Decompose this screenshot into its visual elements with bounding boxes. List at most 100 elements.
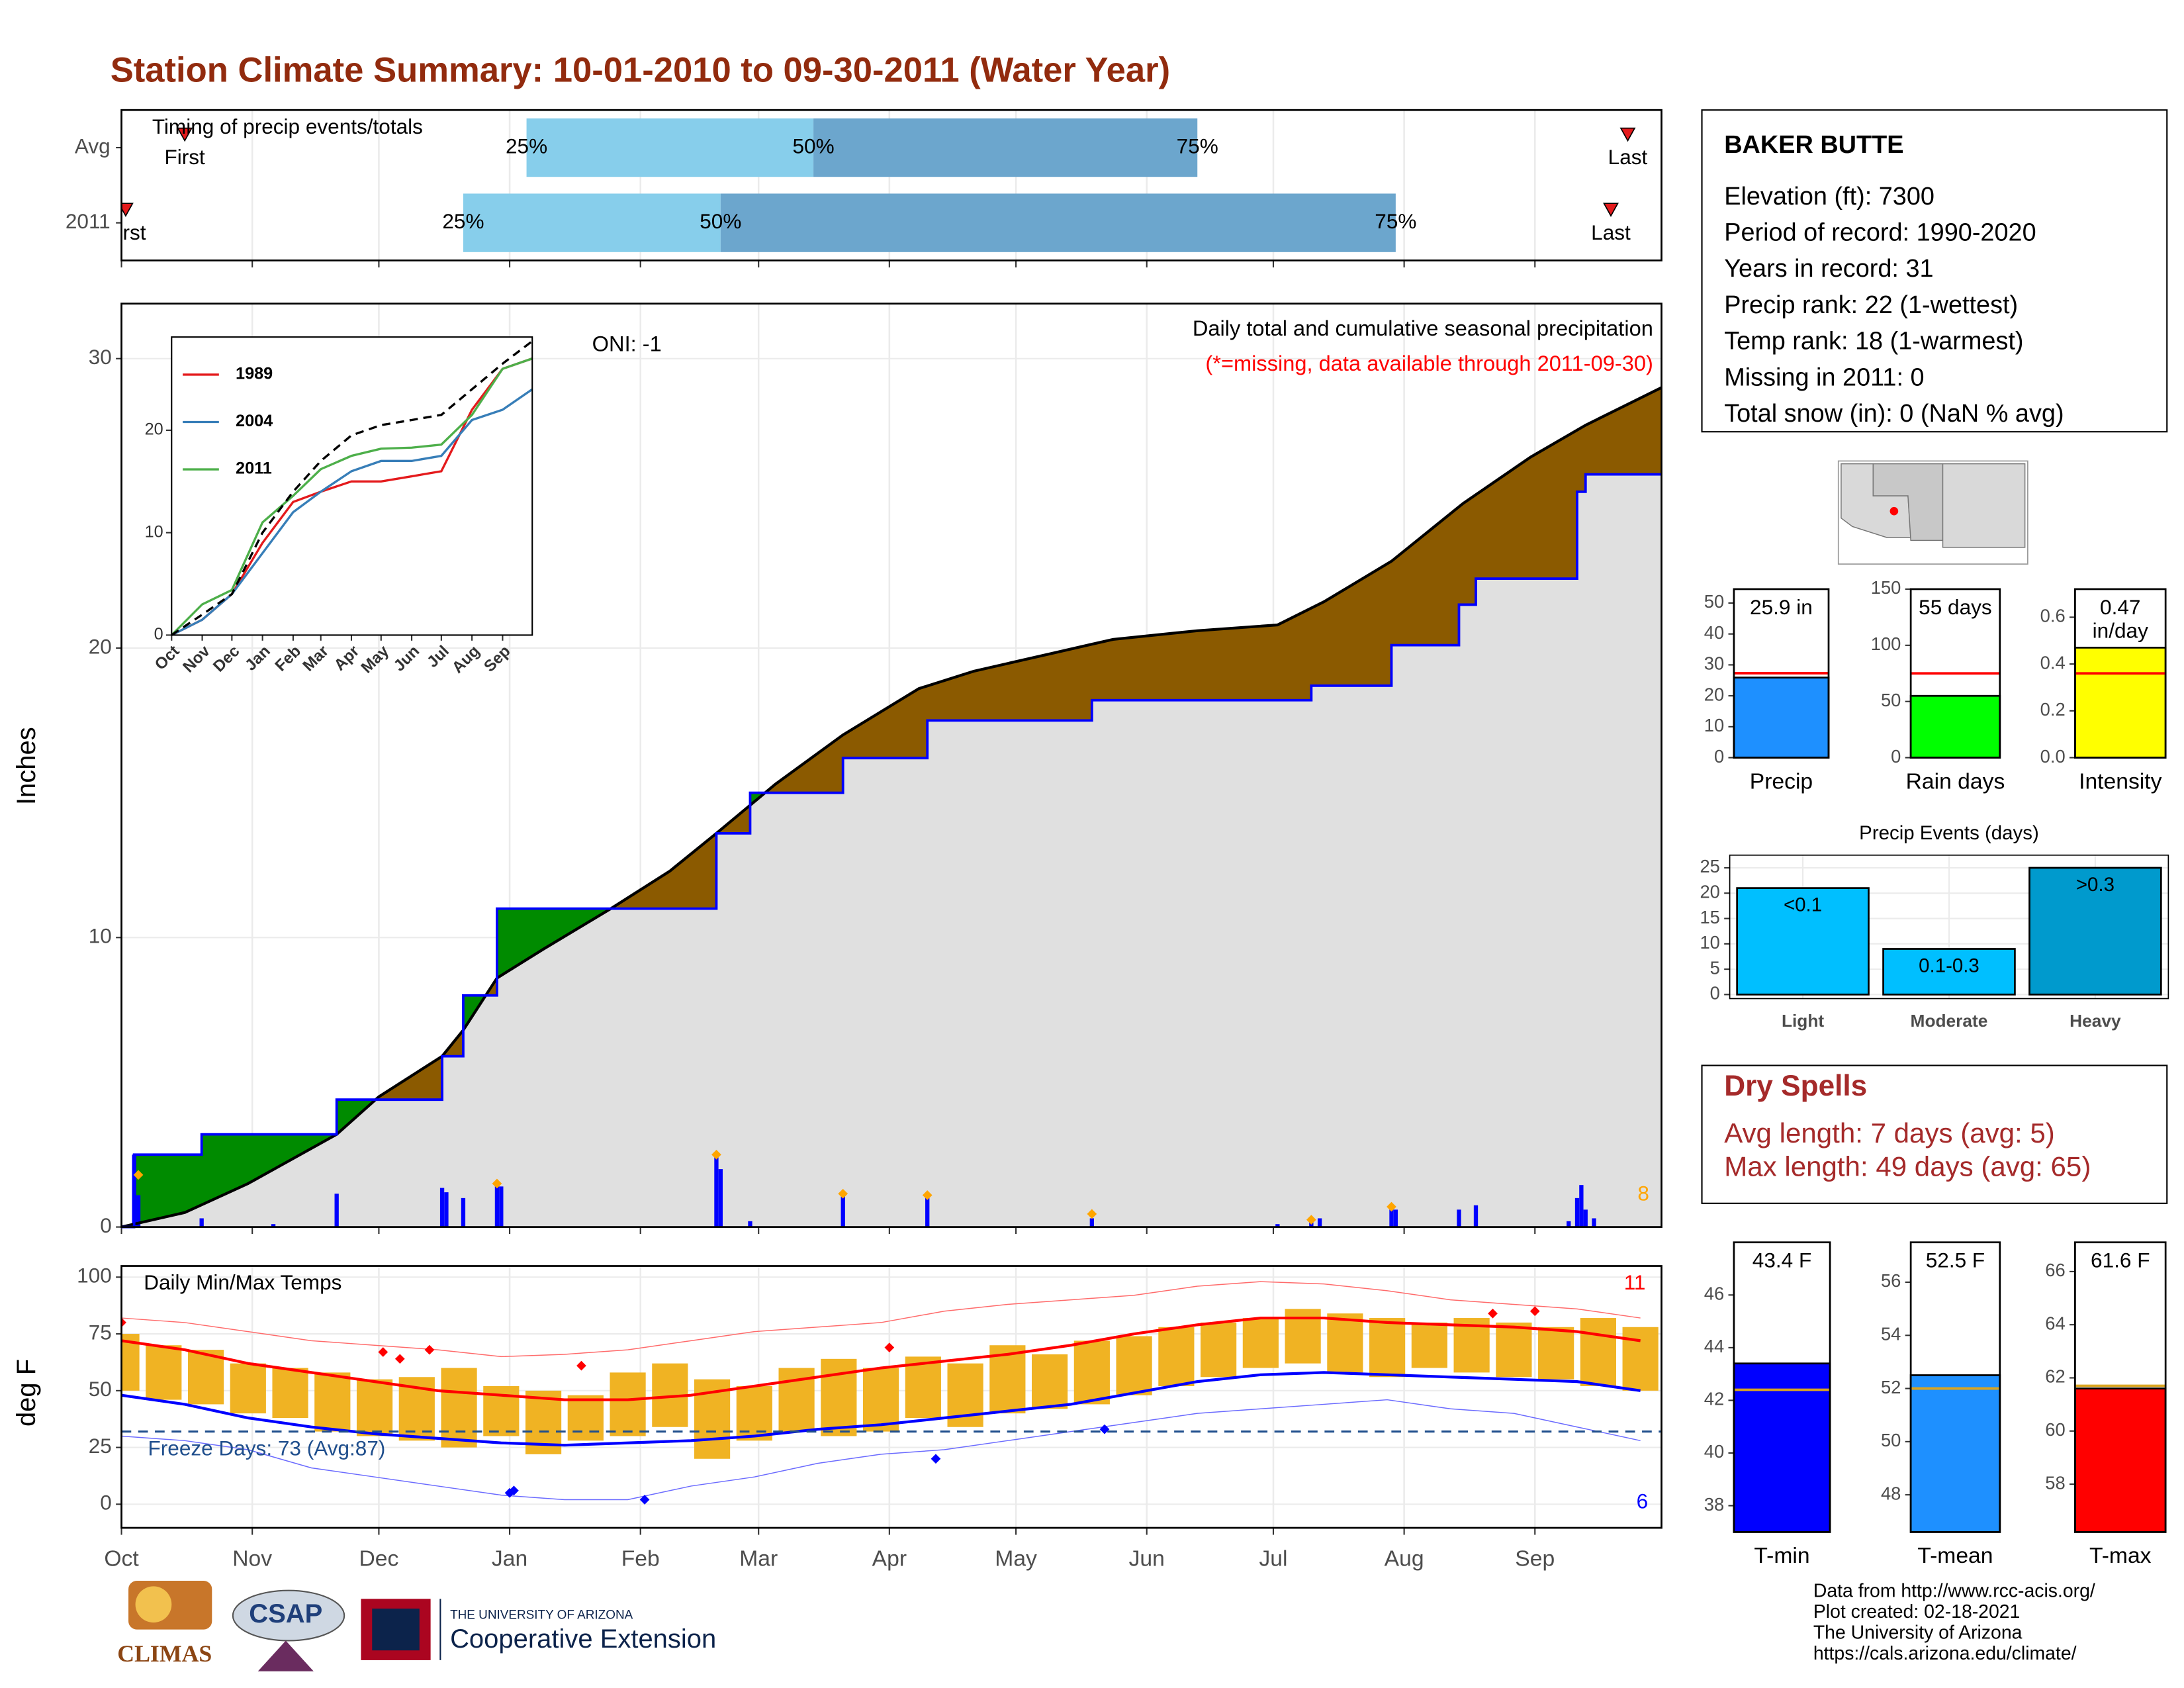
ua-emblem-inner [372, 1609, 420, 1651]
y-tick-label: 50 [1704, 591, 1724, 612]
y-tick-label: 64 [2045, 1313, 2065, 1333]
dry-spells-box [1701, 1064, 2168, 1204]
station-line: Precip rank: 22 (1-wettest) [1724, 291, 2018, 319]
daily-range [1369, 1318, 1406, 1378]
y-tick-label: 0 [154, 625, 163, 643]
bar [1736, 887, 1870, 996]
y-tick-label: 10 [145, 522, 163, 541]
x-tick-label: Rain days [1906, 769, 2005, 794]
event-marker [177, 127, 193, 142]
y-tick-label: 40 [1704, 622, 1724, 643]
y-tick-label: 20 [1700, 881, 1719, 902]
plot-frame [1733, 588, 1830, 759]
station-name: BAKER BUTTE [1724, 131, 1903, 159]
daily-range [1158, 1327, 1195, 1386]
y-tick-label: 48 [1881, 1483, 1901, 1503]
daily-range [1580, 1318, 1616, 1386]
peak-marker [133, 1170, 144, 1180]
event-label: First [165, 145, 206, 169]
daily-bar [714, 1153, 719, 1227]
chart-subtitle: (*=missing, data available through 2011-… [1205, 351, 1653, 375]
current-line [121, 473, 1662, 1229]
daily-bar [841, 1194, 845, 1227]
average-line [121, 386, 1662, 1229]
record-min-line [121, 1399, 1641, 1501]
station-line: Elevation (ft): 7300 [1724, 183, 1934, 211]
quantile-label: 25% [506, 134, 547, 158]
record-low-count: 6 [1637, 1489, 1649, 1513]
x-tick-label: T-max [2089, 1544, 2152, 1568]
value-label: 43.4 F [1752, 1249, 1812, 1274]
x-tick-label: Jun [1129, 1546, 1165, 1571]
y-tick-label: 2011 [66, 209, 111, 233]
daily-bar [1583, 1209, 1588, 1227]
y-tick-label: 0 [1891, 746, 1901, 767]
station-line: Years in record: 31 [1724, 255, 1933, 283]
x-tick-label: T-mean [1917, 1544, 1993, 1568]
daily-bar [439, 1188, 445, 1227]
station-line: Total snow (in): 0 (NaN % avg) [1724, 400, 2064, 428]
daily-range [1242, 1318, 1279, 1368]
x-tick-label: T-min [1754, 1544, 1809, 1568]
x-tick-label: Apr [872, 1546, 907, 1571]
daily-range [862, 1368, 899, 1432]
y-tick-label: 20 [89, 634, 112, 658]
footer-line: Plot created: 02-18-2021 [1813, 1601, 2021, 1622]
record-marker [931, 1454, 941, 1464]
chart-title: Daily total and cumulative seasonal prec… [1193, 316, 1653, 340]
y-tick-label: 100 [77, 1264, 112, 1288]
chart-title: Precip Events (days) [1859, 822, 2039, 844]
university-text: THE UNIVERSITY OF ARIZONA [450, 1609, 633, 1622]
daily-bar [1567, 1221, 1571, 1227]
plot-frame [1729, 854, 2169, 1000]
normal-min-line [121, 1371, 1641, 1447]
daily-bar [1317, 1218, 1322, 1227]
logos: CLIMAS CSAP THE UNIVERSITY OF ARIZONA Co… [117, 1580, 716, 1671]
page-title: Station Climate Summary: 10-01-2010 to 0… [111, 50, 1170, 89]
daily-bar [271, 1224, 276, 1227]
y-tick-label: 60 [2045, 1419, 2065, 1440]
bar [2074, 1387, 2167, 1533]
dry-spells-title: Dry Spells [1724, 1070, 1867, 1102]
daily-range [821, 1358, 857, 1436]
value-label-box: 43.4 F [1752, 1249, 1812, 1274]
chart-bar: 58 60 62 64 66 61.6 F T-max [2045, 1241, 2167, 1568]
quantile-label: 50% [700, 209, 741, 233]
temp-layer [121, 1281, 1662, 1505]
bar [1882, 948, 2016, 996]
x-tick-label: Jan [492, 1546, 527, 1571]
plot-frame [1909, 1241, 2001, 1533]
value-label-box: 61.6 F [2091, 1249, 2150, 1273]
daily-range [1496, 1322, 1532, 1378]
x-tick-label: Dec [359, 1546, 399, 1571]
y-tick-label: 10 [1704, 715, 1724, 735]
bar-label: >0.3 [2076, 874, 2115, 896]
station-location [1889, 506, 1899, 516]
quartile-bar [526, 118, 814, 177]
chart-bar: Precip Events (days) 0 5 10 15 20 25 <0.1 Light 0… [1700, 822, 2169, 1031]
y-axis-title: deg F [12, 1359, 41, 1427]
daily-range [1538, 1327, 1574, 1380]
x-tick-label: Precip [1750, 769, 1813, 794]
quartile-bar [813, 118, 1198, 177]
record-marker [424, 1344, 435, 1355]
daily-bar [718, 1169, 723, 1227]
daily-range [905, 1356, 941, 1419]
y-tick-label: 0.2 [2040, 699, 2066, 720]
value-label-box: 52.5 F [1926, 1249, 1985, 1273]
daily-range [1411, 1322, 1447, 1368]
plot-frame [2074, 588, 2167, 759]
footer-line: https://cals.arizona.edu/climate/ [1813, 1643, 2077, 1664]
daily-bar [199, 1218, 204, 1227]
y-tick-label: 100 [1871, 633, 1901, 654]
chart-title: Daily Min/Max Temps [144, 1270, 341, 1294]
bar [2074, 647, 2167, 759]
value-label-box: 55 days [1919, 596, 1992, 620]
x-tick-label: Mar [739, 1546, 778, 1571]
y-tick-label: 15 [1700, 907, 1719, 927]
y-tick-label: 50 [89, 1377, 112, 1401]
legend-label: 2004 [236, 412, 273, 430]
map-state [1942, 463, 2026, 548]
daily-range [441, 1368, 477, 1448]
freeze-label: Freeze Days: 73 (Avg:87) [148, 1436, 386, 1460]
